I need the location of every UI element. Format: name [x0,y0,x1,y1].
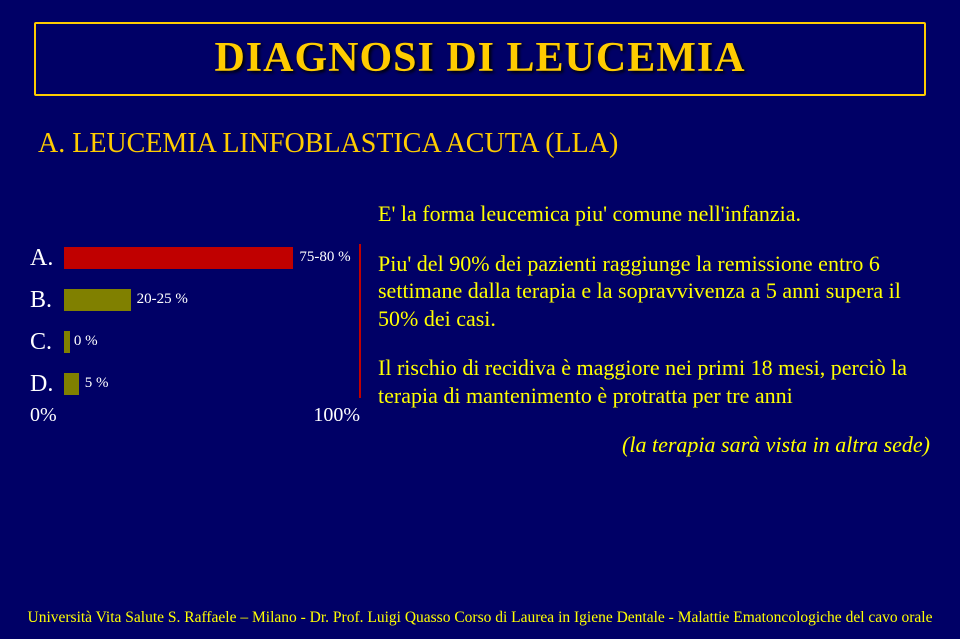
bar-value-label: 20-25 % [137,291,188,308]
bar-row: D. 5 % [30,370,360,398]
bar-fill [64,331,70,353]
bar-value-label: 0 % [74,333,98,350]
footer: Università Vita Salute S. Raffaele – Mil… [0,609,960,627]
page-title: DIAGNOSI DI LEUCEMIA [36,34,924,82]
x-axis: 0% 100% [30,404,360,427]
bar-row: B. 20-25 % [30,286,360,314]
body-text: E' la forma leucemica piu' comune nell'i… [378,200,930,459]
title-box: DIAGNOSI DI LEUCEMIA [34,22,926,96]
bar-chart: A. 75-80 % B. 20-25 % C. 0 % D. 5 % 0% 100% [30,200,360,459]
slide: DIAGNOSI DI LEUCEMIA A. LEUCEMIA LINFOBL… [0,0,960,639]
bar-fill [64,289,131,311]
bar-row: A. 75-80 % [30,244,360,272]
bar-value-label: 75-80 % [299,249,350,266]
bar-letter: B. [30,287,64,314]
axis-max-label: 100% [313,404,360,427]
bar-letter: C. [30,329,64,356]
paragraph: Il rischio di recidiva è maggiore nei pr… [378,354,930,409]
bar-track: 20-25 % [64,289,360,311]
bar-value-label: 5 % [85,375,109,392]
axis-min-label: 0% [30,404,64,427]
paragraph: E' la forma leucemica piu' comune nell'i… [378,200,930,228]
italic-note: (la terapia sarà vista in altra sede) [378,431,930,459]
bar-track: 5 % [64,373,360,395]
bar-letter: D. [30,371,64,398]
bar-track: 0 % [64,331,360,353]
bar-track: 75-80 % [64,247,360,269]
bar-fill [64,247,293,269]
subtitle: A. LEUCEMIA LINFOBLASTICA ACUTA (LLA) [38,128,930,160]
bar-letter: A. [30,245,64,272]
paragraph: Piu' del 90% dei pazienti raggiunge la r… [378,250,930,333]
content-row: A. 75-80 % B. 20-25 % C. 0 % D. 5 % 0% 100% E' … [30,200,930,459]
scale-line [359,244,361,398]
bar-row: C. 0 % [30,328,360,356]
bar-fill [64,373,79,395]
